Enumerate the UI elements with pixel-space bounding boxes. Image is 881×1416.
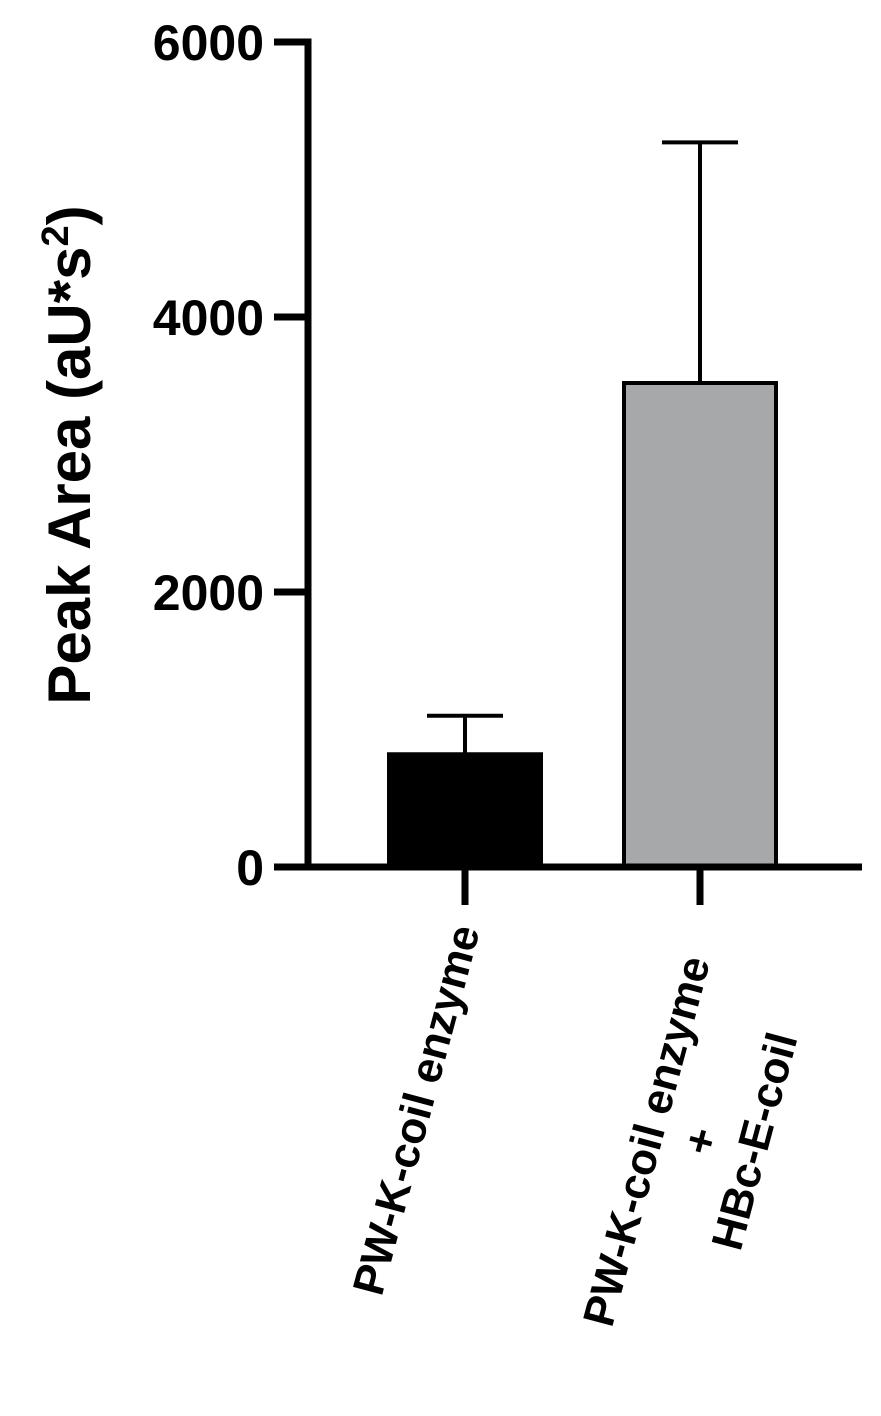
error-bars	[427, 140, 738, 755]
y-axis-label-superscript: 2	[35, 225, 77, 246]
y-axis-label: Peak Area (aU*s2)	[35, 205, 103, 704]
y-axis-ticks: 0 2000 4000 6000	[153, 15, 308, 896]
y-axis-label-main: Peak Area (aU*s	[36, 247, 103, 705]
x-axis-category-labels: PW-K-coil enzyme PW-K-coil enzyme+HBc-E-c…	[344, 920, 808, 1331]
y-tick-label-0: 0	[236, 840, 264, 896]
x-category-label-1-line-1: +	[674, 1122, 728, 1160]
bars	[387, 381, 778, 869]
bar-0	[387, 752, 543, 869]
y-tick-label-2: 4000	[153, 290, 264, 346]
y-tick-label-3: 6000	[153, 15, 264, 71]
bar-1	[622, 381, 778, 869]
x-axis-ticks	[461, 867, 704, 905]
y-tick-label-1: 2000	[153, 565, 264, 621]
x-category-label-0-line-0: PW-K-coil enzyme	[344, 920, 490, 1300]
y-axis-label-close: )	[36, 205, 103, 225]
